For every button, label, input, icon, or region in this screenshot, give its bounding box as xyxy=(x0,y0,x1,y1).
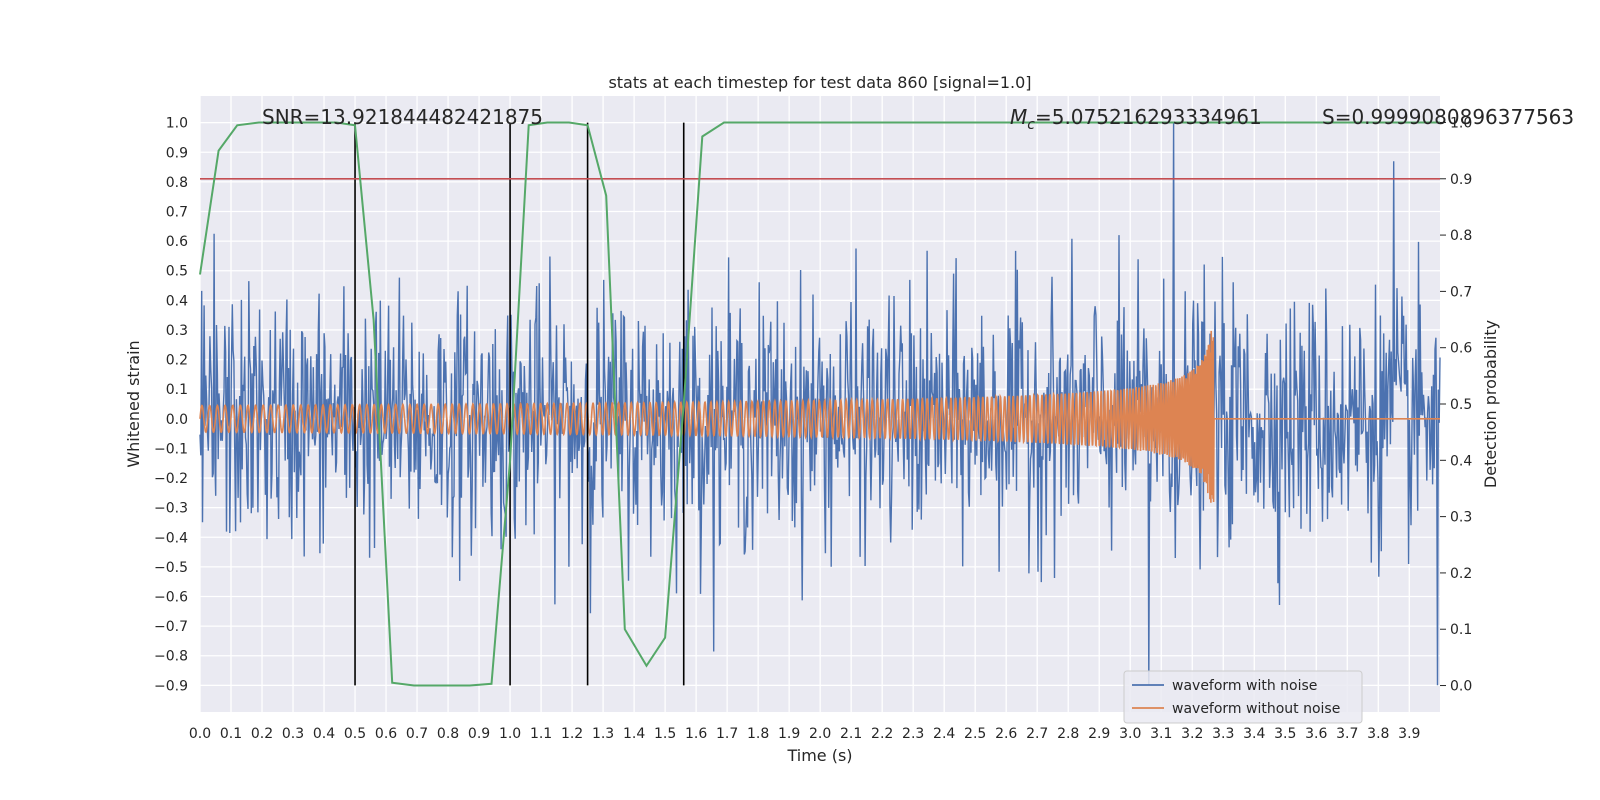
x-tick-label: 0.3 xyxy=(282,726,304,742)
y-tick-label: 0.1 xyxy=(166,382,188,398)
y2-tick-label: 0.4 xyxy=(1450,453,1472,469)
x-tick-label: 1.2 xyxy=(561,726,583,742)
y2-tick-label: 0.1 xyxy=(1450,622,1472,638)
y2-tick-label: 0.5 xyxy=(1450,397,1472,413)
x-tick-label: 1.6 xyxy=(685,726,707,742)
x-tick-label: 3.3 xyxy=(1212,726,1234,742)
chirp-mass-symbol: M xyxy=(1010,105,1027,129)
snr-annotation: SNR=13.921844482421875 xyxy=(262,105,543,129)
x-tick-label: 0.5 xyxy=(344,726,366,742)
y2-tick-label: 0.2 xyxy=(1450,566,1472,582)
chirp-mass-subscript: c xyxy=(1027,117,1035,133)
y-tick-label: 0.4 xyxy=(166,293,188,309)
x-tick-labels: 0.0 0.1 0.2 0.3 0.4 0.5 0.6 0.7 0.8 0.9 1.0 1.1 1.2 1… xyxy=(189,726,1421,742)
x-tick-label: 0.8 xyxy=(437,726,459,742)
s-annotation: S=0.9999080896377563 xyxy=(1322,105,1574,129)
x-tick-label: 2.4 xyxy=(933,726,955,742)
y-tick-label: 0.0 xyxy=(166,412,188,428)
y2-tick-label: 1.0 xyxy=(1450,115,1472,131)
x-tick-label: 3.8 xyxy=(1367,726,1389,742)
y-tick-label: −0.5 xyxy=(154,560,188,576)
x-axis-label: Time (s) xyxy=(786,746,852,765)
x-tick-label: 2.9 xyxy=(1088,726,1110,742)
y-tick-label: 0.6 xyxy=(166,234,188,250)
chirp-line xyxy=(199,330,1440,503)
x-tick-label: 2.8 xyxy=(1057,726,1079,742)
x-tick-label: 3.2 xyxy=(1181,726,1203,742)
x-tick-label: 3.6 xyxy=(1305,726,1327,742)
series-detection-probability xyxy=(199,121,1440,687)
y2-tick-label: 0.9 xyxy=(1450,172,1472,188)
x-tick-label: 0.9 xyxy=(468,726,490,742)
chirp-mass-value: =5.075216293334961 xyxy=(1035,105,1262,129)
x-tick-label: 0.7 xyxy=(406,726,428,742)
x-tick-label: 0.0 xyxy=(189,726,211,742)
x-tick-label: 3.0 xyxy=(1119,726,1141,742)
legend-label-noise: waveform with noise xyxy=(1172,678,1317,694)
x-tick-label: 3.4 xyxy=(1243,726,1265,742)
y-tick-label: −0.1 xyxy=(154,441,188,457)
x-tick-label: 3.5 xyxy=(1274,726,1296,742)
y-tick-label: 0.8 xyxy=(166,175,188,191)
series-waveform-without-noise xyxy=(199,330,1440,503)
y-tick-label: −0.7 xyxy=(154,619,188,635)
legend: waveform with noise waveform without noi… xyxy=(1123,670,1363,724)
x-tick-label: 1.3 xyxy=(592,726,614,742)
x-tick-label: 0.4 xyxy=(313,726,335,742)
chart-title: stats at each timestep for test data 860… xyxy=(608,73,1031,92)
y-tick-label: −0.2 xyxy=(154,471,188,487)
x-tick-label: 3.1 xyxy=(1150,726,1172,742)
y2-tick-label: 0.7 xyxy=(1450,284,1472,300)
y-tick-label: −0.3 xyxy=(154,501,188,517)
y2-tick-label: 0.8 xyxy=(1450,228,1472,244)
x-tick-label: 0.1 xyxy=(220,726,242,742)
x-tick-label: 1.4 xyxy=(623,726,645,742)
y-tick-label: −0.4 xyxy=(154,530,188,546)
legend-label-clean: waveform without noise xyxy=(1172,701,1340,717)
x-tick-label: 3.7 xyxy=(1336,726,1358,742)
y-tick-label: 0.7 xyxy=(166,205,188,221)
x-tick-label: 2.0 xyxy=(809,726,831,742)
x-tick-label: 1.5 xyxy=(654,726,676,742)
y2-axis-label: Detection probability xyxy=(1481,320,1500,488)
y-tick-label: 0.3 xyxy=(166,323,188,339)
x-tick-label: 2.5 xyxy=(964,726,986,742)
x-tick-label: 2.2 xyxy=(871,726,893,742)
x-tick-label: 1.1 xyxy=(530,726,552,742)
y-tick-label: 0.5 xyxy=(166,264,188,280)
y-tick-label: −0.9 xyxy=(154,678,188,694)
y-tick-label: 0.2 xyxy=(166,353,188,369)
x-tick-label: 2.7 xyxy=(1026,726,1048,742)
y-tick-label: 0.9 xyxy=(166,145,188,161)
series-waveform-with-noise xyxy=(199,122,1441,686)
y-tick-labels: −0.9 −0.8 −0.7 −0.6 −0.5 −0.4 −0.3 −0.2 −0.1 0.0 0… xyxy=(154,116,188,695)
y-tick-label: −0.8 xyxy=(154,649,188,665)
x-tick-label: 1.9 xyxy=(778,726,800,742)
y2-tick-label: 0.3 xyxy=(1450,510,1472,526)
x-tick-label: 1.0 xyxy=(499,726,521,742)
y2-tick-label: 0.6 xyxy=(1450,341,1472,357)
y2-tick-labels: 0.0 0.1 0.2 0.3 0.4 0.5 0.6 0.7 0.8 0.9 1.0 xyxy=(1440,115,1472,695)
y-axis-label: Whitened strain xyxy=(124,340,143,467)
x-tick-label: 0.6 xyxy=(375,726,397,742)
x-tick-label: 2.6 xyxy=(995,726,1017,742)
y-tick-label: −0.6 xyxy=(154,590,188,606)
x-tick-label: 2.1 xyxy=(840,726,862,742)
x-tick-label: 3.9 xyxy=(1398,726,1420,742)
x-tick-label: 1.7 xyxy=(716,726,738,742)
y-tick-label: 1.0 xyxy=(166,116,188,132)
x-tick-label: 2.3 xyxy=(902,726,924,742)
noise-line xyxy=(199,122,1441,686)
probability-line xyxy=(199,121,1440,687)
legend-box xyxy=(1123,670,1363,724)
x-tick-label: 0.2 xyxy=(251,726,273,742)
y2-tick-label: 0.0 xyxy=(1450,679,1472,695)
x-tick-label: 1.8 xyxy=(747,726,769,742)
chirp-mass-annotation: Mc=5.075216293334961 xyxy=(1010,105,1262,133)
